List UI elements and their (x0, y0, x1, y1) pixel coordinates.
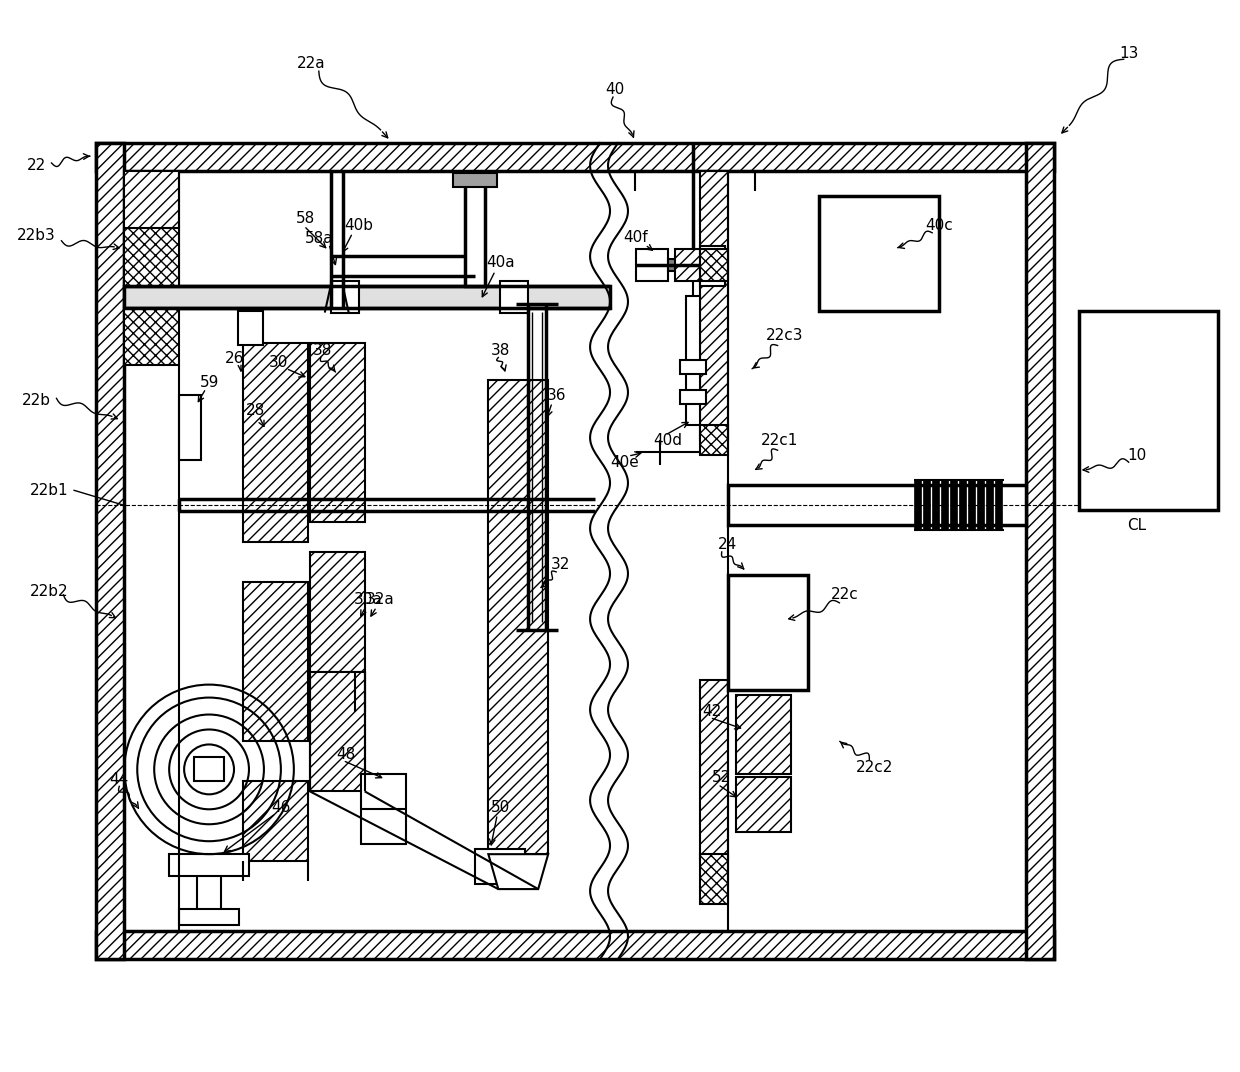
Bar (124, 285, 610, 308)
Text: 32: 32 (551, 557, 570, 572)
Bar (465, 179, 485, 285)
Bar (195, 758, 224, 781)
Text: 22b: 22b (22, 392, 51, 407)
Bar (1025, 143, 1054, 958)
Text: 22c2: 22c2 (856, 760, 893, 775)
Text: 48: 48 (336, 747, 356, 762)
Bar (1079, 311, 1219, 510)
Bar (950, 480, 957, 530)
Bar (310, 552, 365, 672)
Bar (668, 258, 686, 271)
Bar (238, 311, 263, 345)
Bar (243, 781, 308, 861)
Text: 24: 24 (718, 537, 738, 552)
Text: 44: 44 (109, 772, 129, 787)
Bar (124, 308, 179, 366)
Text: 13: 13 (1118, 46, 1138, 61)
Bar (454, 173, 497, 187)
Text: 40d: 40d (653, 433, 682, 448)
Bar (986, 480, 993, 530)
Text: 59: 59 (200, 375, 218, 390)
Text: CL: CL (1127, 518, 1146, 533)
Text: 22a: 22a (296, 56, 325, 71)
Bar (331, 281, 358, 313)
Bar (699, 249, 728, 281)
Text: 22c: 22c (831, 587, 858, 602)
Bar (179, 909, 239, 925)
Text: 30: 30 (269, 355, 289, 370)
Text: 40e: 40e (610, 455, 640, 470)
Bar (699, 245, 724, 285)
Bar (932, 480, 939, 530)
Bar (124, 170, 179, 291)
Text: 26: 26 (226, 351, 244, 366)
Text: 40a: 40a (486, 255, 515, 270)
Bar (699, 680, 728, 859)
Bar (941, 480, 949, 530)
Text: 38: 38 (312, 343, 332, 358)
Bar (97, 143, 124, 958)
Bar (97, 143, 1054, 170)
Bar (699, 426, 728, 456)
Bar (680, 390, 706, 404)
Bar (820, 196, 939, 311)
Bar (699, 854, 728, 904)
Text: 38: 38 (491, 343, 510, 358)
Bar (959, 480, 966, 530)
Bar (124, 228, 179, 285)
Bar (500, 281, 528, 313)
Bar (699, 170, 728, 441)
Text: 40: 40 (605, 81, 625, 96)
Bar (994, 480, 1002, 530)
Polygon shape (489, 854, 548, 889)
Bar (179, 396, 201, 460)
Text: 50: 50 (491, 800, 510, 815)
Text: 42: 42 (702, 704, 722, 719)
Text: 40f: 40f (624, 230, 649, 245)
Text: 32a: 32a (366, 593, 396, 608)
Bar (310, 342, 365, 522)
Text: 22b2: 22b2 (30, 584, 68, 599)
Bar (361, 774, 405, 844)
Text: 22: 22 (27, 159, 46, 174)
Bar (728, 486, 1025, 525)
Bar (243, 582, 308, 742)
Bar (686, 296, 699, 426)
Bar (924, 480, 930, 530)
Text: 28: 28 (247, 403, 265, 418)
Text: 22b3: 22b3 (17, 228, 56, 243)
Bar (735, 695, 791, 774)
Bar (310, 672, 365, 791)
Bar (968, 480, 975, 530)
Text: 40b: 40b (345, 219, 373, 234)
Text: 22b1: 22b1 (30, 482, 68, 497)
Bar (169, 854, 249, 876)
Bar (728, 575, 807, 689)
Bar (475, 849, 526, 884)
Text: 58a: 58a (305, 232, 334, 247)
Text: 22c3: 22c3 (766, 328, 804, 343)
Text: 40c: 40c (925, 219, 954, 234)
Text: 30a: 30a (355, 593, 383, 608)
Bar (680, 360, 706, 374)
Bar (489, 381, 548, 854)
Bar (977, 480, 985, 530)
Text: 52: 52 (712, 770, 732, 785)
Bar (97, 930, 1054, 958)
Bar (636, 249, 668, 281)
Bar (243, 342, 308, 542)
Bar (675, 249, 699, 281)
Bar (914, 480, 921, 530)
Text: 46: 46 (272, 800, 290, 815)
Text: 22c1: 22c1 (761, 433, 799, 448)
Text: 58: 58 (296, 211, 315, 226)
Text: 36: 36 (547, 388, 565, 403)
Bar (735, 777, 791, 832)
Text: 10: 10 (1127, 448, 1146, 463)
